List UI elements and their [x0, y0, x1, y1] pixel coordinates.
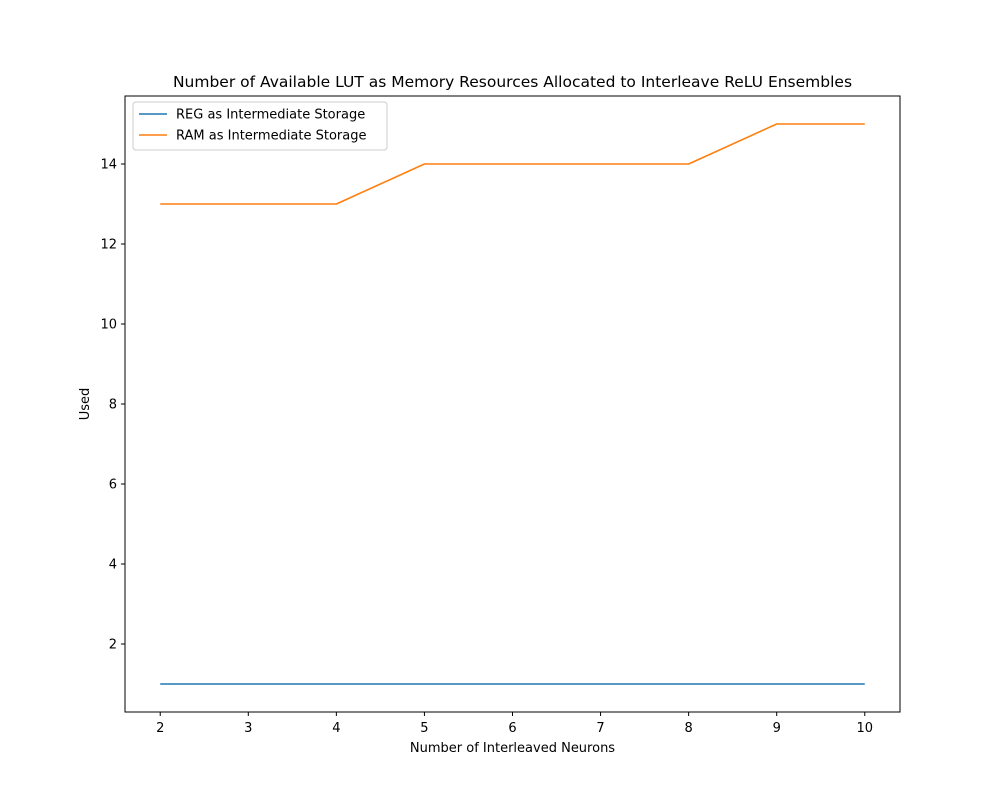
- y-tick-label: 6: [109, 478, 117, 493]
- x-tick-label: 2: [156, 721, 164, 736]
- series-lines: [160, 123, 865, 685]
- legend-box: [132, 101, 388, 151]
- y-tick-label: 14: [100, 158, 117, 173]
- x-tick-label: 8: [684, 721, 692, 736]
- x-tick-label: 10: [856, 721, 873, 736]
- y-tick-label: 10: [100, 318, 117, 333]
- x-tick-label: 4: [332, 721, 340, 736]
- plot-area-frame: [124, 95, 901, 713]
- x-tick-label: 7: [596, 721, 604, 736]
- y-tick-label: 12: [100, 238, 117, 253]
- series-line-1: [160, 123, 865, 205]
- chart-legend: REG as Intermediate Storage RAM as Inter…: [132, 101, 388, 151]
- chart-title: Number of Available LUT as Memory Resour…: [173, 73, 852, 91]
- y-tick-label: 4: [109, 558, 117, 573]
- y-tick-label: 8: [109, 398, 117, 413]
- x-axis-ticks: 2 3 4 5 6 7 8 9 10: [156, 712, 873, 736]
- y-axis-ticks: 2 4 6 8 10 12 14: [100, 158, 125, 653]
- x-axis-label: Number of Interleaved Neurons: [410, 741, 615, 756]
- x-tick-label: 5: [420, 721, 428, 736]
- legend-label-reg: REG as Intermediate Storage: [176, 108, 365, 123]
- x-tick-label: 6: [508, 721, 516, 736]
- x-tick-label: 3: [244, 721, 252, 736]
- legend-label-ram: RAM as Intermediate Storage: [176, 129, 367, 144]
- y-tick-label: 2: [109, 638, 117, 653]
- y-axis-label: Used: [78, 388, 93, 421]
- x-tick-label: 9: [773, 721, 781, 736]
